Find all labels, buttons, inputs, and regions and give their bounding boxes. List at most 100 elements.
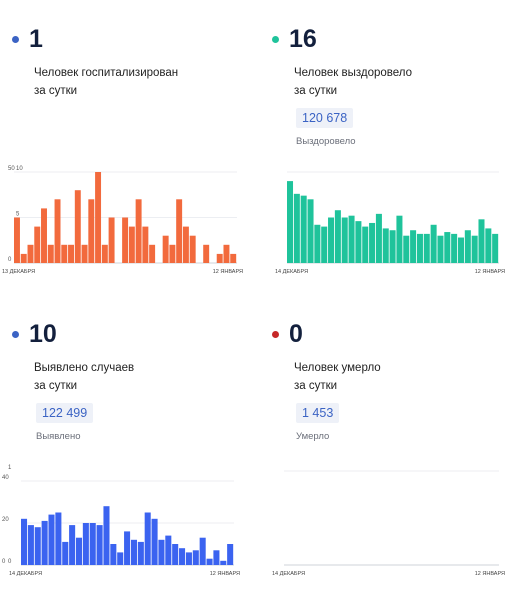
detected-total: 122 499: [36, 403, 94, 423]
bar: [95, 172, 102, 263]
bar: [230, 253, 237, 263]
bar: [34, 527, 41, 565]
recovered-panel: 16 Человек выздоровело за сутки 120 678 …: [270, 22, 520, 312]
bar: [389, 230, 396, 263]
bar: [403, 235, 410, 263]
y-tick-label: 5: [16, 212, 20, 218]
bar: [103, 506, 110, 565]
caption-line: Человек выздоровело: [294, 67, 413, 79]
recovered-total: 120 678: [296, 108, 354, 128]
bar: [185, 552, 192, 565]
bar: [75, 537, 83, 565]
bar: [96, 525, 103, 565]
bar: [485, 228, 492, 263]
y-tick-label: 0: [8, 559, 12, 565]
bar: [416, 233, 423, 263]
detected-caption: Выявлено случаев за сутки: [34, 359, 254, 395]
bar: [492, 233, 499, 263]
bar: [142, 226, 149, 263]
bar: [307, 199, 314, 263]
bar: [74, 190, 81, 263]
bar: [314, 224, 321, 263]
bar: [293, 193, 300, 263]
bar: [179, 548, 186, 565]
bar: [464, 230, 471, 263]
bar: [110, 544, 117, 565]
caption-line: за сутки: [34, 85, 78, 97]
bar: [206, 558, 213, 565]
bar: [47, 244, 54, 263]
bar: [20, 253, 27, 263]
y-tick-label: 1: [8, 465, 12, 471]
bar: [41, 208, 47, 263]
deaths-panel: 0 Человек умерло за сутки 1 453 Умерло: [270, 317, 520, 607]
bar: [348, 215, 355, 263]
x-end-label: 12 ЯНВАРЯ: [213, 269, 243, 275]
bar: [216, 253, 223, 263]
bar: [144, 512, 151, 565]
bar: [355, 221, 362, 263]
bar: [158, 539, 165, 565]
bar: [117, 552, 124, 565]
bar: [375, 213, 382, 263]
recovered-stat: 16: [270, 22, 317, 56]
bar: [382, 228, 389, 263]
bar: [61, 244, 68, 263]
x-end-label: 12 ЯНВАРЯ: [475, 269, 505, 275]
bar: [430, 224, 437, 263]
x-end-label: 12 ЯНВАРЯ: [210, 571, 240, 577]
detected-panel: 10 Выявлено случаев за сутки 122 499 Выя…: [10, 317, 260, 607]
bar: [27, 525, 34, 565]
bar: [396, 215, 403, 263]
bar: [227, 544, 234, 565]
caption-line: за сутки: [34, 380, 78, 392]
deaths-stat: 0: [270, 317, 303, 351]
bar: [108, 217, 115, 263]
bar: [14, 217, 20, 263]
bar: [410, 230, 417, 263]
bar: [88, 199, 95, 263]
bar: [328, 217, 335, 263]
bar: [169, 244, 176, 263]
x-start-label: 13 ДЕКАБРЯ: [2, 269, 35, 275]
bar: [81, 244, 88, 263]
red-dot-icon: [272, 330, 279, 338]
bar: [321, 226, 328, 263]
bar: [62, 541, 69, 565]
bar: [444, 232, 451, 263]
bar: [369, 222, 376, 263]
bar: [151, 518, 158, 565]
bar: [122, 217, 129, 263]
detected-total-label: Выявлено: [36, 431, 81, 442]
bar: [199, 537, 206, 565]
caption-line: за сутки: [294, 85, 338, 97]
x-start-label: 14 ДЕКАБРЯ: [275, 269, 308, 275]
bar: [135, 199, 142, 263]
bar: [34, 226, 41, 263]
recovered-total-label: Выздоровело: [296, 136, 356, 147]
bar: [451, 233, 458, 263]
hospitalized-value: 1: [29, 24, 43, 53]
teal-dot-icon: [272, 35, 279, 43]
bar: [223, 244, 230, 263]
bar: [41, 520, 48, 565]
bar: [478, 219, 485, 263]
recovered-caption: Человек выздоровело за сутки: [294, 64, 514, 100]
bar: [137, 541, 144, 565]
bar: [287, 181, 294, 263]
detected-value: 10: [29, 319, 57, 348]
bar: [165, 535, 172, 565]
deaths-caption: Человек умерло за сутки: [294, 359, 514, 395]
bar: [334, 210, 341, 263]
hospitalized-panel: 1 Человек госпитализирован за сутки: [10, 22, 260, 312]
caption-line: Человек госпитализирован: [34, 67, 179, 79]
bar: [437, 235, 444, 263]
bar: [220, 560, 227, 565]
caption-line: Выявлено случаев: [34, 362, 135, 374]
bar: [124, 531, 131, 565]
bar: [27, 244, 34, 263]
